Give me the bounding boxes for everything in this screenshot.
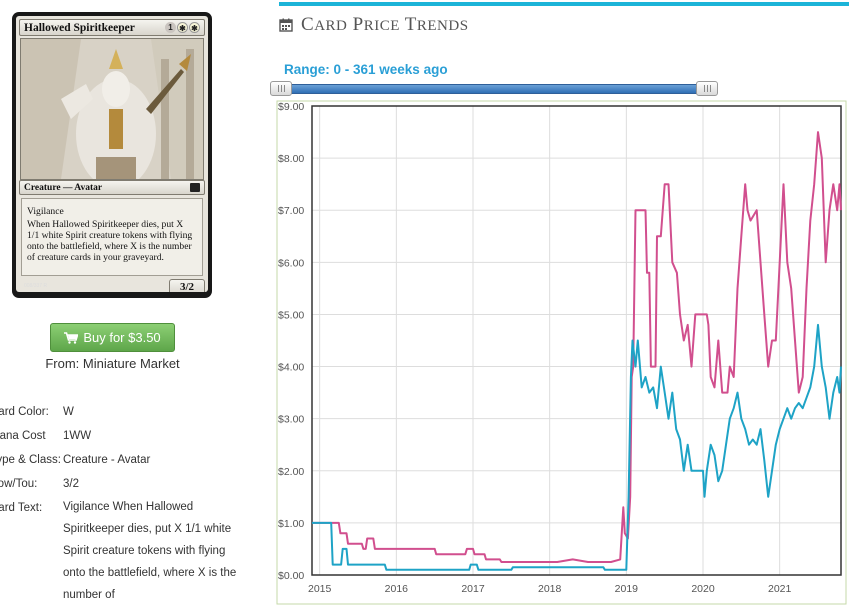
range-slider-track[interactable]	[274, 84, 717, 94]
detail-label: Card Text:	[0, 502, 43, 514]
plot-border	[311, 105, 842, 576]
vendor-line: From: Miniature Market	[45, 356, 180, 371]
y-tick-label: $9.00	[278, 101, 304, 113]
detail-label: Pow/Tou:	[0, 478, 38, 490]
detail-label: Card Color:	[0, 406, 49, 418]
range-label: Range: 0 - 361 weeks ago	[284, 62, 448, 77]
detail-row-mana-cost: Mana Cost 1WW	[0, 424, 238, 448]
card-title-bar: Hallowed Spiritkeeper 1 ✱ ✱	[19, 19, 205, 36]
card-mana-cost: 1 ✱ ✱	[165, 22, 200, 33]
x-tick-label: 2016	[385, 583, 409, 595]
price-chart-svg: $0.00 $1.00 $2.00 $3.00 $4.00 $5.00 $6.00 $7.00…	[276, 100, 847, 605]
detail-row-pow-tou: Pow/Tou: 3/2	[0, 472, 238, 496]
y-tick-label: $6.00	[278, 257, 304, 269]
y-tick-label: $4.00	[278, 362, 304, 374]
card-art	[20, 38, 204, 180]
card-rules-text: When Hallowed Spiritkeeper dies, put X 1…	[27, 219, 193, 263]
card-collector-number: 008/337 R	[24, 283, 48, 289]
card-name: Hallowed Spiritkeeper	[24, 21, 135, 34]
card-image: Hallowed Spiritkeeper 1 ✱ ✱	[12, 12, 212, 298]
mana-generic-icon: 1	[165, 22, 176, 33]
card-frame: Hallowed Spiritkeeper 1 ✱ ✱	[16, 16, 208, 292]
buy-button-label: Buy for $3.50	[83, 330, 161, 345]
card-art-illustration	[21, 39, 203, 179]
mana-white-icon: ✱	[177, 22, 188, 33]
detail-row-type: Type & Class: Creature - Avatar	[0, 448, 238, 472]
y-tick-label: $1.00	[278, 518, 304, 530]
detail-value: Creature - Avatar	[63, 454, 151, 466]
y-tick-label: $3.00	[278, 414, 304, 426]
mana-white-icon: ✱	[189, 22, 200, 33]
y-tick-label: $5.00	[278, 309, 304, 321]
y-tick-label: $8.00	[278, 153, 304, 165]
price-series-line-1	[312, 131, 842, 563]
detail-row-color: Card Color: W	[0, 400, 238, 424]
y-tick-label: $0.00	[278, 570, 304, 582]
x-tick-label: 2019	[615, 583, 639, 595]
detail-value: Vigilance When Hallowed Spiritkeeper die…	[63, 501, 237, 601]
price-series-line-2	[312, 323, 842, 571]
y-tick-label: $2.00	[278, 466, 304, 478]
detail-value: 1WW	[63, 430, 92, 442]
set-symbol-icon	[190, 183, 200, 192]
chart-outer-frame	[276, 100, 847, 605]
y-tick-label: $7.00	[278, 205, 304, 217]
x-tick-label: 2017	[461, 583, 485, 595]
price-chart: $0.00 $1.00 $2.00 $3.00 $4.00 $5.00 $6.00 $7.00…	[276, 100, 847, 605]
detail-value: 3/2	[63, 478, 79, 490]
calendar-icon	[279, 18, 293, 32]
buy-button[interactable]: Buy for $3.50	[50, 323, 175, 352]
detail-label: Mana Cost	[0, 430, 46, 442]
x-tick-label: 2021	[768, 583, 792, 595]
x-tick-label: 2020	[691, 583, 715, 595]
cart-icon	[64, 331, 79, 344]
section-title-text: CARD PRICE TRENDS	[301, 14, 469, 35]
section-top-rule	[279, 2, 849, 6]
card-details: Card Color: W Mana Cost 1WW Type & Class…	[0, 400, 238, 606]
x-tick-label: 2018	[538, 583, 562, 595]
x-tick-label: 2015	[308, 583, 332, 595]
range-slider-end-handle[interactable]	[696, 81, 718, 96]
range-slider-start-handle[interactable]	[270, 81, 292, 96]
card-keyword: Vigilance	[27, 206, 64, 217]
card-power-toughness: 3/2	[169, 279, 205, 292]
detail-value: W	[63, 406, 74, 418]
detail-label: Type & Class:	[0, 454, 61, 466]
detail-row-card-text: Card Text: Vigilance When Hallowed Spiri…	[0, 496, 238, 606]
section-title: CARD PRICE TRENDS	[279, 14, 469, 36]
card-rules-box: Vigilance When Hallowed Spiritkeeper die…	[21, 198, 203, 276]
card-type-bar: Creature — Avatar	[19, 180, 205, 195]
card-type-line: Creature — Avatar	[24, 182, 103, 193]
